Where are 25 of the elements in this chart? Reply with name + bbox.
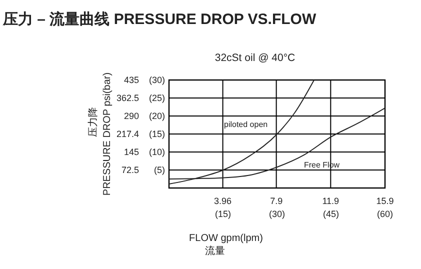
- y-tick-label: 72.5: [121, 165, 139, 175]
- y2-tick-label: (30): [148, 75, 165, 85]
- y2-tick-label: (25): [148, 93, 165, 103]
- y-tick-label: 290: [124, 111, 139, 121]
- y-axis-title: PRESSURE DROP psi(bar) 压力降: [87, 72, 113, 196]
- chart-title: 压力 – 流量曲线 PRESSURE DROP VS.FLOW: [2, 10, 317, 28]
- y-tick-label: 145: [124, 147, 139, 157]
- y-tick-label: 362.5: [116, 93, 139, 103]
- y2-tick-label: (10): [148, 147, 165, 157]
- x-axis-title: FLOW gpm(lpm) 流量: [189, 233, 263, 257]
- chart-subtitle: 32cSt oil @ 40°C: [214, 52, 296, 64]
- y2-tick-label: (20): [148, 111, 165, 121]
- y-tick-label: 217.4: [116, 129, 139, 140]
- x-tick-label: 7.9: [270, 196, 283, 206]
- y2-tick-label: (5): [154, 165, 165, 175]
- y2-tick-label: (15): [148, 129, 165, 139]
- y-tick-label: 435: [124, 75, 139, 85]
- x-tick-label: 15.9: [376, 196, 394, 206]
- x-tick-label: 3.96: [214, 196, 232, 206]
- x2-tick-label: (45): [322, 209, 340, 219]
- x2-tick-label: (15): [214, 209, 232, 219]
- x2-tick-label: (60): [376, 209, 394, 219]
- x-tick-label: 11.9: [322, 196, 340, 206]
- x2-tick-label: (30): [268, 209, 286, 219]
- series-label: piloted open: [224, 120, 268, 129]
